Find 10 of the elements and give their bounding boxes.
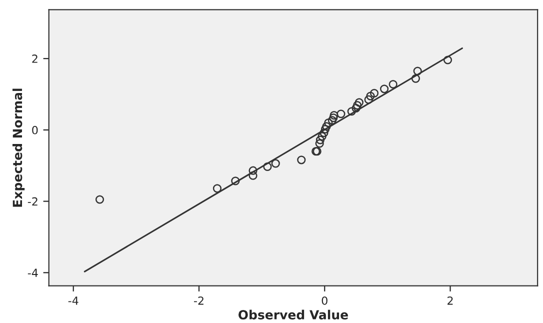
- y-tick-label: 2: [32, 54, 38, 63]
- x-tick-label: -2: [194, 296, 204, 305]
- x-axis-title: Observed Value: [238, 310, 348, 320]
- y-tick-label: -2: [28, 197, 38, 206]
- y-tick-label: -4: [28, 268, 38, 277]
- y-tick-label: 0: [32, 126, 38, 134]
- y-axis-title: Expected Normal: [12, 88, 25, 207]
- x-tick-label: -4: [68, 296, 78, 305]
- x-tick-label: 0: [322, 296, 328, 305]
- x-tick-label: 2: [448, 296, 453, 305]
